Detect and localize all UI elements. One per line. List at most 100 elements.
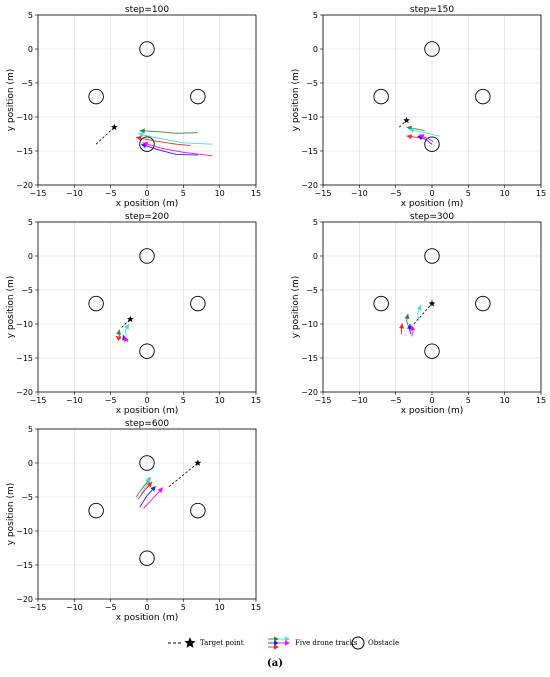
target-star-icon: [110, 123, 118, 131]
y-axis-label: y position (m): [6, 69, 16, 132]
drone-track-line: [138, 133, 213, 145]
drone-track-line: [408, 128, 440, 137]
legend-target-star-icon: [184, 637, 196, 648]
target-path-line: [95, 126, 115, 145]
x-tick-label: 0: [429, 396, 434, 405]
drone-track-arrowhead: [157, 487, 163, 493]
drone-track-arrowhead: [139, 128, 145, 134]
obstacle-circle: [424, 343, 440, 359]
legend-obstacle-circle-icon: [351, 636, 365, 650]
drone-track-line: [141, 143, 198, 156]
obstacle-circle: [475, 295, 491, 312]
drone-track-arrowhead: [399, 323, 405, 329]
y-tick-label: −10: [16, 113, 33, 122]
y-tick-label: 5: [313, 11, 318, 20]
x-axis-label: x position (m): [401, 199, 464, 209]
obstacle-circle: [424, 136, 440, 152]
drone-track-arrowhead: [116, 329, 122, 335]
drone-track-arrowhead: [124, 324, 129, 330]
y-tick-label: 0: [313, 45, 318, 54]
target-star-icon: [428, 300, 436, 307]
y-tick-label: −15: [16, 354, 33, 363]
obstacle-circle: [88, 295, 104, 312]
x-axis-label: x position (m): [401, 406, 464, 416]
x-tick-label: 15: [536, 189, 546, 198]
y-tick-label: −20: [301, 388, 318, 397]
obstacle-circle: [139, 455, 155, 471]
x-tick-label: 15: [251, 603, 261, 612]
x-tick-label: 10: [500, 396, 510, 405]
target-star-icon: [403, 116, 410, 124]
y-tick-label: −15: [16, 561, 33, 570]
x-tick-label: −10: [66, 189, 83, 198]
chart-title: step=100: [125, 5, 169, 15]
x-tick-label: −15: [30, 189, 47, 198]
legend-track-arrowhead: [285, 636, 290, 642]
legend-tracks-arrows-icon: [268, 636, 290, 650]
drone-track-arrowhead: [115, 336, 122, 342]
y-tick-label: −20: [16, 181, 33, 190]
drone-track-line: [136, 136, 191, 147]
legend-track-arrowhead: [274, 640, 279, 646]
legend-track-arrowhead: [285, 640, 290, 646]
y-tick-label: 0: [28, 252, 33, 261]
chart-title: step=200: [125, 212, 169, 222]
target-star-icon: [126, 315, 134, 323]
target-path-line: [399, 120, 407, 128]
legend-track-arrowhead: [274, 644, 279, 650]
obstacle-circle: [139, 136, 155, 152]
x-axis-label: x position (m): [116, 613, 179, 623]
obstacle-circle: [190, 88, 206, 105]
x-tick-label: −10: [66, 396, 83, 405]
legend: Target point Five drone tracks Obstacle: [168, 636, 399, 650]
x-tick-label: −10: [66, 603, 83, 612]
drone-track-arrowhead: [136, 135, 142, 141]
x-tick-label: −15: [30, 396, 47, 405]
drone-track-arrowhead: [406, 324, 413, 330]
y-tick-label: −5: [21, 79, 33, 88]
y-tick-label: 5: [28, 218, 33, 227]
obstacle-circle: [88, 88, 104, 105]
obstacle-circle: [139, 248, 155, 264]
y-tick-label: −5: [306, 286, 318, 295]
y-tick-label: 5: [28, 425, 33, 434]
obstacle-circle: [190, 295, 206, 312]
y-tick-label: 0: [28, 459, 33, 468]
chart-title: step=300: [410, 212, 454, 222]
x-tick-label: 5: [466, 189, 471, 198]
y-tick-label: −15: [301, 147, 318, 156]
y-tick-label: 0: [313, 252, 318, 261]
y-tick-label: −20: [301, 181, 318, 190]
obstacle-circle: [139, 550, 155, 566]
obstacle-circle: [139, 343, 155, 359]
legend-target-label: Target point: [200, 639, 244, 647]
drone-track-arrowhead: [406, 134, 412, 140]
y-tick-label: −5: [21, 493, 33, 502]
x-tick-label: −15: [315, 396, 332, 405]
drone-track-arrowhead: [416, 304, 422, 311]
target-path-line: [413, 303, 433, 325]
y-axis-label: y position (m): [6, 276, 16, 339]
x-tick-label: 0: [144, 189, 149, 198]
x-tick-label: −15: [315, 189, 332, 198]
chart-title: step=600: [125, 419, 169, 429]
x-tick-label: −5: [390, 396, 402, 405]
drone-track-arrowhead: [418, 134, 425, 140]
drone-track-line: [142, 142, 213, 157]
x-tick-label: 0: [144, 396, 149, 405]
x-tick-label: −15: [30, 603, 47, 612]
y-tick-label: −5: [306, 79, 318, 88]
x-tick-label: 15: [251, 189, 261, 198]
y-tick-label: −15: [301, 354, 318, 363]
x-tick-label: −10: [351, 189, 368, 198]
obstacle-circle: [190, 502, 206, 519]
figure-caption: (a): [267, 658, 283, 669]
y-tick-label: −20: [16, 388, 33, 397]
legend-tracks-label: Five drone tracks: [295, 639, 358, 647]
y-axis-label: y position (m): [6, 483, 16, 546]
x-tick-label: 0: [144, 603, 149, 612]
